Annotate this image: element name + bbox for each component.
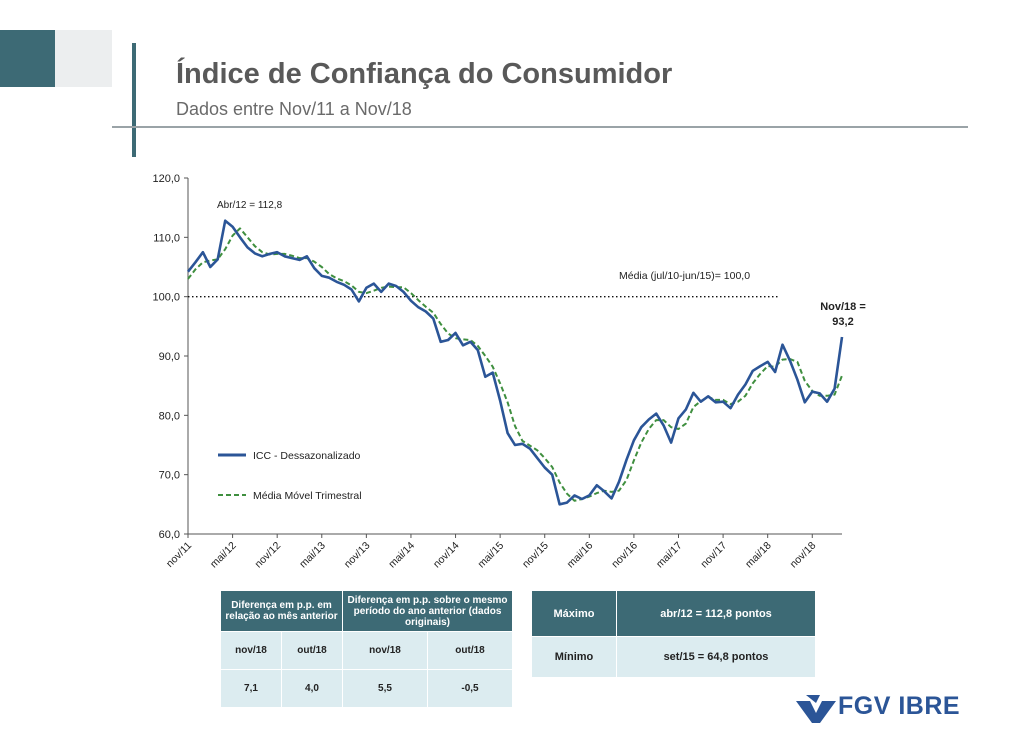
header-horizontal-rule (112, 126, 968, 128)
series-line-icc (186, 219, 844, 506)
y-tick-label: 70,0 (159, 470, 180, 482)
x-tick-label: nov/15 (520, 540, 551, 571)
annotations-group: Abr/12 = 112,8 Nov/18 = 93,2 Média (jul/… (217, 200, 866, 328)
x-tick-label: mai/14 (386, 540, 417, 571)
series-group (186, 219, 844, 506)
x-tick-label: nov/17 (698, 540, 729, 571)
y-tick-label: 110,0 (153, 232, 180, 244)
diff-value-3: 5,5 (342, 669, 428, 708)
x-tick-label: mai/17 (654, 540, 685, 571)
diff-value-2: 4,0 (281, 669, 343, 708)
decorative-grey-block (55, 30, 112, 87)
x-tick-label: mai/15 (475, 540, 506, 571)
x-tick-label: nov/18 (788, 540, 819, 571)
page-subtitle: Dados entre Nov/11 a Nov/18 (176, 99, 412, 119)
x-tick-label: mai/13 (297, 540, 328, 571)
diff-value-1: 7,1 (220, 669, 282, 708)
min-label: Mínimo (531, 636, 617, 678)
y-tick-label: 120,0 (152, 173, 180, 185)
extremes-table: Máximo abr/12 = 112,8 pontos Mínimo set/… (531, 590, 816, 678)
y-tick-label: 60,0 (159, 529, 180, 541)
y-tick-label: 90,0 (159, 351, 180, 363)
difference-table: Diferença em p.p. em relação ao mês ante… (220, 590, 513, 708)
max-label: Máximo (531, 590, 617, 637)
x-tick-label: nov/11 (164, 540, 194, 570)
chart-legend: ICC - Dessazonalizado Média Móvel Trimes… (218, 450, 362, 502)
min-value: set/15 = 64,8 pontos (616, 636, 816, 678)
x-tick-label: nov/16 (609, 540, 640, 571)
x-tick-label: nov/12 (253, 540, 284, 571)
diff-header-year: Diferença em p.p. sobre o mesmo período … (342, 590, 513, 632)
x-tick-label: nov/13 (342, 540, 373, 571)
max-value: abr/12 = 112,8 pontos (616, 590, 816, 637)
x-tick-label: mai/16 (565, 540, 596, 571)
diff-sub-1: nov/18 (220, 631, 282, 670)
reference-line-label: Média (jul/10-jun/15)= 100,0 (619, 270, 750, 282)
fgv-logo-icon (796, 695, 836, 723)
x-tick-label: mai/18 (743, 540, 774, 571)
diff-header-month: Diferença em p.p. em relação ao mês ante… (220, 590, 343, 632)
y-tick-label: 80,0 (159, 410, 180, 422)
page-title: Índice de Confiança do Consumidor (176, 58, 673, 90)
x-tick-label: mai/12 (208, 540, 239, 571)
diff-value-4: -0,5 (427, 669, 513, 708)
x-tick-label: nov/14 (431, 540, 462, 571)
diff-sub-2: out/18 (281, 631, 343, 670)
diff-sub-4: out/18 (427, 631, 513, 670)
decorative-teal-block (0, 30, 55, 87)
diff-sub-3: nov/18 (342, 631, 428, 670)
annotation-last-line1: Nov/18 = (820, 301, 866, 313)
y-tick-label: 100,0 (152, 292, 180, 304)
legend-label-icc: ICC - Dessazonalizado (253, 450, 361, 462)
annotation-max: Abr/12 = 112,8 (217, 200, 283, 211)
logo-text: FGV IBRE (838, 692, 961, 720)
annotation-last-line2: 93,2 (832, 316, 853, 328)
legend-label-mm: Média Móvel Trimestral (253, 490, 362, 502)
header-vertical-rule (132, 43, 136, 157)
